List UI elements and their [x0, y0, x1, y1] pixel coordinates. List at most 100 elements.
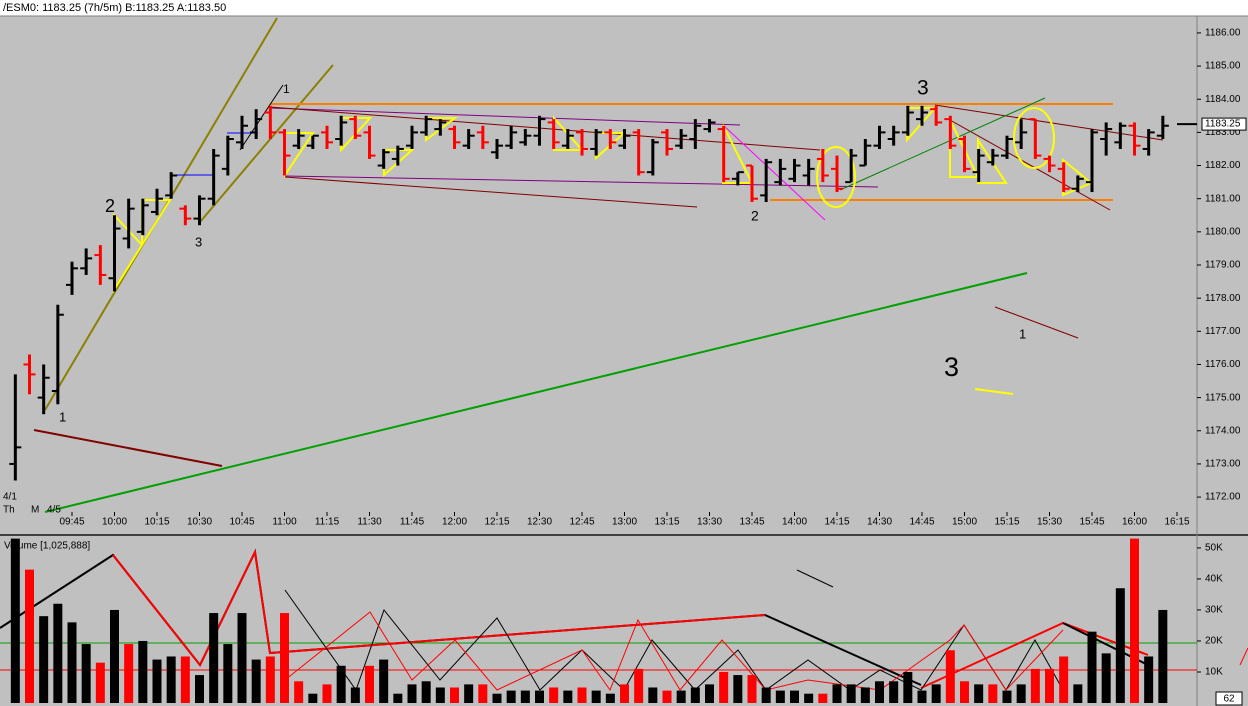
- header: /ESM0: 1183.25 (7h/5m) B:1183.25 A:1183.…: [3, 2, 226, 14]
- volume-bar: [322, 684, 332, 703]
- volume-title: Volume [1,025,888]: [4, 541, 90, 552]
- trend-line: [994, 306, 1079, 339]
- annotation: 3: [195, 234, 202, 249]
- x-tick-label: 15:30: [1037, 517, 1062, 528]
- x-tick-label: 11:15: [315, 517, 340, 528]
- y-tick-label: 10K: [1205, 667, 1223, 678]
- volume-bar: [308, 693, 318, 703]
- y-tick-label: 1173.00: [1205, 459, 1241, 470]
- x-tick-label: 14:30: [867, 517, 892, 528]
- y-tick-label: 1176.00: [1205, 359, 1241, 370]
- x-tick-label: 14:45: [909, 517, 934, 528]
- annotation: 3: [944, 352, 959, 382]
- x-tick-label: 10:45: [229, 517, 254, 528]
- corner-label: 62: [1223, 694, 1235, 705]
- x-tick-label: 11:45: [400, 517, 425, 528]
- volume-trend: [796, 569, 834, 588]
- volume-bar: [634, 668, 644, 703]
- volume-bar: [804, 693, 814, 703]
- volume-bar: [1115, 588, 1125, 703]
- annotation: 1: [283, 82, 290, 96]
- volume-bar: [1144, 656, 1154, 703]
- date-label: 4/1: [3, 492, 17, 503]
- x-tick-label: 10:15: [144, 517, 169, 528]
- trend-line: [269, 107, 741, 126]
- y-tick-label: 1182.00: [1205, 160, 1241, 171]
- volume-bar: [945, 650, 955, 703]
- volume-bar: [365, 665, 374, 703]
- volume-bar: [889, 681, 899, 703]
- highlight-circle: [1013, 107, 1055, 169]
- x-tick-label: 09:45: [59, 517, 84, 528]
- volume-bar: [535, 690, 544, 703]
- annotation: 1: [59, 409, 66, 424]
- volume-bar: [25, 569, 34, 703]
- volume-bar: [492, 693, 502, 703]
- volume-bar: [1059, 656, 1069, 703]
- volume-bar: [464, 684, 474, 703]
- last-price-box: [1201, 117, 1247, 131]
- volume-bar: [53, 603, 63, 703]
- volume-bar: [676, 690, 686, 703]
- annotation: 2: [751, 208, 759, 224]
- volume-bar: [124, 644, 134, 703]
- x-tick-label: 12:00: [442, 517, 467, 528]
- volume-bar: [690, 687, 700, 703]
- volume-bar: [775, 690, 785, 703]
- volume-bar: [520, 690, 530, 703]
- volume-bar: [421, 681, 431, 703]
- header-bar: [0, 0, 1248, 16]
- volume-bar: [577, 687, 587, 703]
- date-label: M: [31, 505, 39, 516]
- x-tick-label: 10:00: [102, 517, 127, 528]
- volume-trend: [1239, 647, 1248, 666]
- trend-line: [839, 97, 1046, 191]
- volume-bar: [237, 613, 247, 703]
- trend-line: [33, 429, 223, 467]
- x-tick-label: 11:30: [357, 517, 382, 528]
- volume-bar: [605, 693, 615, 703]
- x-tick-label: 14:15: [824, 517, 849, 528]
- trend-line: [269, 106, 821, 151]
- volume-bar: [1016, 684, 1026, 703]
- volume-bar: [1087, 631, 1097, 703]
- trend-line: [722, 124, 826, 221]
- x-tick-label: 12:30: [527, 517, 552, 528]
- volume-bar: [435, 687, 445, 703]
- volume-bar: [81, 644, 91, 703]
- volume-bar: [110, 609, 119, 703]
- y-tick-label: 20K: [1205, 636, 1223, 647]
- trend-line: [239, 84, 284, 151]
- x-tick-label: 15:15: [994, 517, 1019, 528]
- volume-bar: [152, 659, 162, 703]
- x-tick-label: 13:00: [612, 517, 637, 528]
- volume-bar: [180, 656, 190, 703]
- x-tick-label: 10:30: [187, 517, 212, 528]
- volume-bar: [280, 613, 289, 703]
- volume-bar: [450, 687, 459, 703]
- volume-bar: [138, 640, 148, 703]
- y-tick-label: 1177.00: [1205, 326, 1241, 337]
- volume-bar: [988, 684, 998, 703]
- volume-bar: [1030, 668, 1040, 703]
- y-tick-label: 40K: [1205, 574, 1223, 585]
- volume-bar: [251, 659, 261, 703]
- volume-ma: [284, 611, 1064, 692]
- trend-line: [934, 104, 1164, 141]
- volume-ma: [284, 589, 1064, 692]
- marks: 1172.00 1173.00 1174.00 1175.00 1176.00 1177.…: [9, 28, 1247, 703]
- volume-bar: [818, 693, 828, 703]
- volume-bar: [563, 690, 573, 703]
- volume-bar: [761, 687, 771, 703]
- x-tick-label: 13:30: [697, 517, 722, 528]
- x-tick-label: 11:00: [272, 517, 297, 528]
- volume-bar: [648, 687, 658, 703]
- volume-bar: [549, 687, 559, 703]
- volume-bar: [860, 687, 870, 703]
- volume-bar: [393, 693, 403, 703]
- corner-box: [1215, 691, 1243, 706]
- volume-bar: [846, 684, 856, 703]
- volume-bar: [1130, 538, 1139, 703]
- channel-line: [199, 64, 334, 223]
